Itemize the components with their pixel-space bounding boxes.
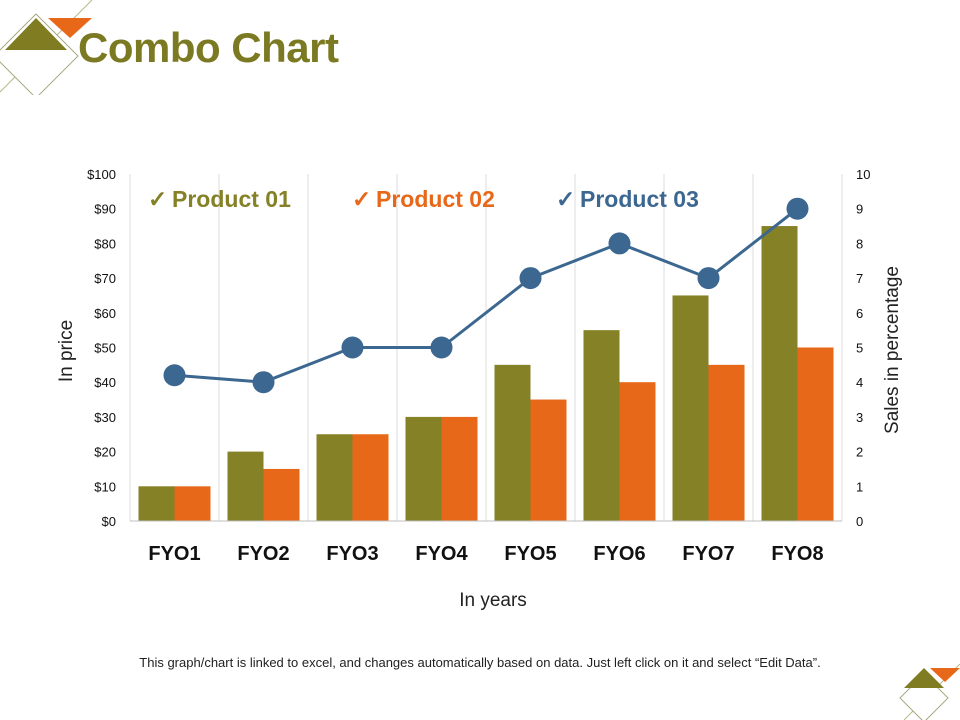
line-point [341, 336, 364, 359]
x-tick-label: FYO2 [237, 543, 289, 565]
legend-item: ✓ Product 02 [352, 186, 495, 212]
x-tick-label: FYO8 [771, 543, 823, 565]
y-tick-label: $40 [94, 375, 116, 390]
bar-product-02 [263, 468, 300, 521]
bar-product-02 [441, 416, 478, 521]
x-tick-label: FYO3 [326, 543, 378, 565]
y2-tick-label: 4 [856, 375, 863, 390]
legend-check-icon: ✓ [352, 186, 371, 212]
chart-legend: ✓ Product 01 ✓ Product 02 ✓ Product 03 [148, 186, 699, 212]
legend-label: Product 02 [376, 186, 495, 212]
x-axis-title: In years [459, 590, 527, 611]
bar-product-01 [138, 486, 175, 521]
legend-check-icon: ✓ [556, 186, 575, 212]
y2-tick-label: 7 [856, 271, 863, 286]
line-product-03 [174, 207, 799, 384]
bar-product-02 [797, 347, 834, 521]
bar-product-02 [708, 364, 745, 521]
y2-tick-label: 5 [856, 341, 863, 356]
line-point [252, 371, 275, 394]
bar-product-01 [316, 434, 353, 521]
y2-tick-label: 2 [856, 445, 863, 460]
legend-item: ✓ Product 03 [556, 186, 699, 212]
x-tick-label: FYO1 [148, 543, 200, 565]
line-point [430, 336, 453, 359]
y2-tick-label: 9 [856, 202, 863, 217]
line-point [697, 267, 720, 290]
x-tick-label: FYO4 [415, 543, 468, 565]
x-tick-label: FYO6 [593, 543, 645, 565]
bar-product-02 [619, 382, 656, 521]
y-tick-label: $20 [94, 445, 116, 460]
y-axis-ticks: $0 $10 $20 $30 $40 $50 $60 $70 $80 $90 $100 [87, 167, 116, 529]
y-tick-label: $100 [87, 167, 116, 182]
y2-axis-title: Sales in percentage [882, 266, 903, 434]
y-tick-label: $50 [94, 341, 116, 356]
y-tick-label: $0 [102, 514, 116, 529]
bar-product-01 [494, 364, 531, 521]
bar-product-02 [530, 399, 567, 521]
slide-title: Combo Chart [78, 24, 339, 71]
y-tick-label: $90 [94, 202, 116, 217]
y2-tick-label: 10 [856, 167, 870, 182]
chart-bars [138, 226, 834, 522]
y-tick-label: $70 [94, 271, 116, 286]
y-tick-label: $60 [94, 306, 116, 321]
bar-product-01 [227, 451, 264, 521]
line-point [786, 197, 809, 220]
x-axis-ticks: FYO1 FYO2 FYO3 FYO4 FYO5 FYO6 FYO7 FYO8 [148, 543, 823, 565]
line-point [163, 364, 186, 387]
y2-tick-label: 3 [856, 410, 863, 425]
corner-decoration-top-left [0, 0, 93, 95]
x-tick-label: FYO5 [504, 543, 556, 565]
bar-product-01 [672, 295, 709, 521]
legend-item: ✓ Product 01 [148, 186, 291, 212]
y2-tick-label: 1 [856, 479, 863, 494]
bar-product-02 [352, 434, 389, 521]
y-tick-label: $10 [94, 479, 116, 494]
x-tick-label: FYO7 [682, 543, 734, 565]
y2-tick-label: 6 [856, 306, 863, 321]
footnote: This graph/chart is linked to excel, and… [139, 655, 821, 670]
legend-check-icon: ✓ [148, 186, 167, 212]
y2-tick-label: 8 [856, 236, 863, 251]
chart-grid [129, 174, 843, 521]
y2-tick-label: 0 [856, 514, 863, 529]
chart-line-series [163, 197, 809, 394]
bar-product-01 [405, 416, 442, 521]
bar-product-01 [761, 226, 798, 522]
y-axis-title: In price [56, 320, 77, 382]
corner-decoration-bottom-right [899, 664, 960, 720]
y-tick-label: $30 [94, 410, 116, 425]
line-point [608, 232, 631, 255]
combo-chart: $0 $10 $20 $30 $40 $50 $60 $70 $80 $90 $100 0 1 2 3 4 5… [56, 167, 903, 611]
legend-label: Product 01 [172, 186, 291, 212]
y2-axis-ticks: 0 1 2 3 4 5 6 7 8 9 10 [856, 167, 870, 529]
bar-product-01 [583, 330, 620, 521]
legend-label: Product 03 [580, 186, 699, 212]
bar-product-02 [174, 486, 211, 521]
y-tick-label: $80 [94, 236, 116, 251]
line-point [519, 267, 542, 290]
